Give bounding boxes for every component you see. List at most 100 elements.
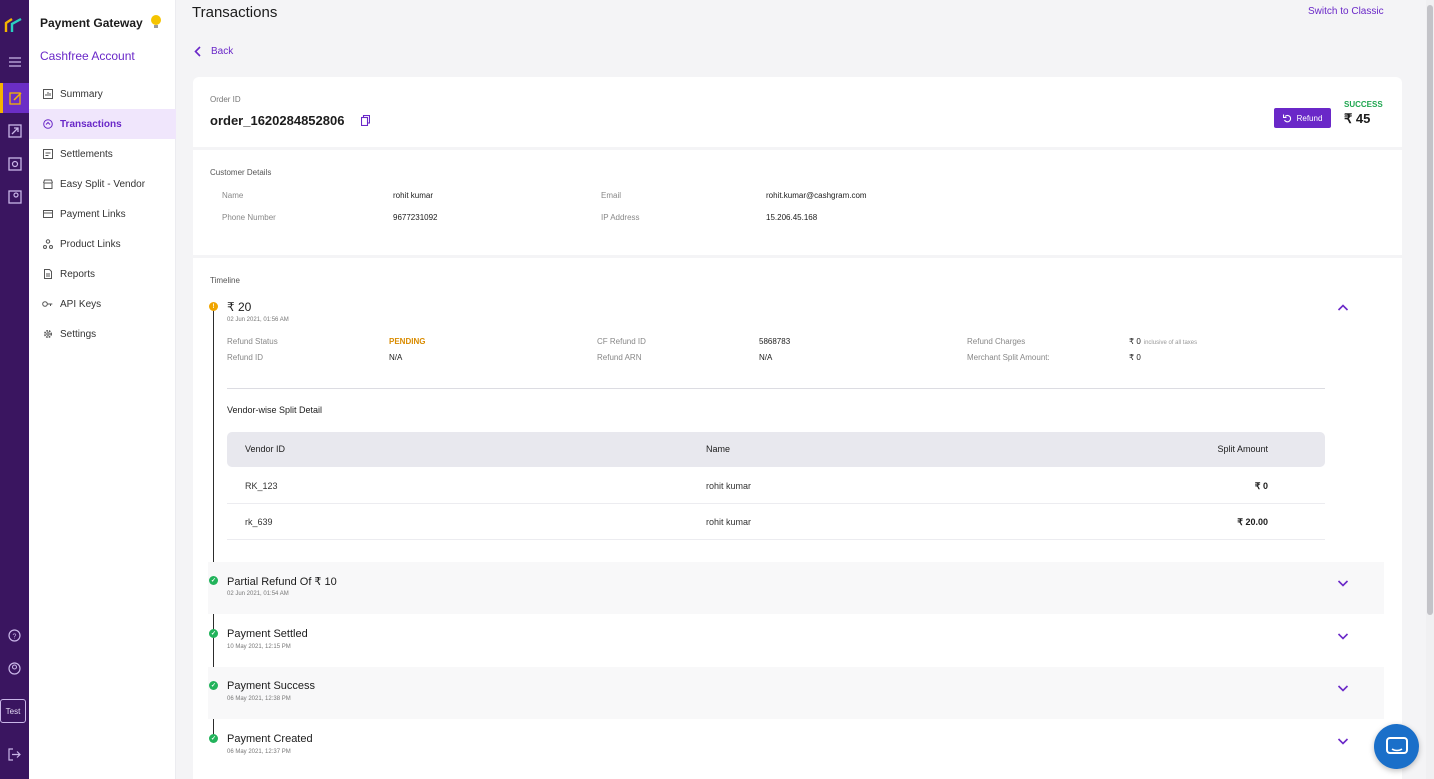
product-title: Payment Gateway: [40, 16, 143, 30]
sidebar-item-settings[interactable]: Settings: [29, 319, 176, 349]
event-date: 02 Jun 2021, 01:56 AM: [227, 317, 289, 323]
sidebar-item-api-keys[interactable]: API Keys: [29, 289, 176, 319]
page-title: Transactions: [192, 4, 278, 21]
payment-gateway-icon[interactable]: [0, 83, 29, 113]
vendor-split-title: Vendor-wise Split Detail: [227, 405, 323, 415]
pending-status-icon: !: [209, 302, 218, 311]
timeline-line: [213, 307, 214, 739]
refund-charges: ₹ 0 inclusive of all taxes: [1129, 337, 1197, 346]
sidebar-item-label: Settings: [60, 328, 97, 340]
sidebar-item-label: Settlements: [60, 148, 113, 160]
customer-name: rohit kumar: [393, 191, 434, 200]
sidebar-item-easy-split-vendor[interactable]: Easy Split - Vendor: [29, 169, 176, 199]
refund-id: N/A: [389, 353, 403, 362]
payouts-icon[interactable]: [0, 116, 29, 146]
profile-icon[interactable]: [0, 653, 29, 683]
sidebar-item-label: Transactions: [60, 118, 122, 130]
key-icon: [42, 299, 53, 310]
refund-arn-label: Refund ARN: [597, 353, 642, 362]
check-icon: ✓: [209, 681, 218, 690]
refund-button[interactable]: Refund: [1274, 108, 1331, 128]
chevron-left-icon: [194, 46, 201, 57]
sidebar-item-label: Easy Split - Vendor: [60, 178, 146, 190]
timeline-event-partial-refund[interactable]: [208, 562, 1384, 614]
sidebar-item-label: API Keys: [60, 298, 102, 310]
transactions-icon: [42, 119, 53, 130]
cf-refund-id-label: CF Refund ID: [597, 337, 646, 346]
back-button[interactable]: Back: [194, 46, 233, 57]
cashfree-logo-icon: [4, 17, 22, 32]
sidebar-item-label: Reports: [60, 268, 96, 280]
event-date: 06 May 2021, 12:38 PM: [227, 696, 291, 702]
store-icon: [42, 179, 53, 190]
check-icon: ✓: [209, 629, 218, 638]
column-header-split-amount: Split Amount: [1217, 444, 1268, 454]
sidebar-item-payment-links[interactable]: Payment Links: [29, 199, 176, 229]
split-amount: ₹ 0: [1254, 481, 1268, 491]
refund-label: Refund: [1296, 113, 1323, 123]
sidebar-item-settlements[interactable]: Settlements: [29, 139, 176, 169]
split-amount: ₹ 20.00: [1237, 517, 1268, 527]
event-title: Payment Success: [227, 680, 316, 692]
vendor-name: rohit kumar: [706, 481, 752, 491]
lightbulb-icon[interactable]: [150, 14, 162, 30]
scrollbar-thumb[interactable]: [1427, 5, 1433, 615]
order-id: order_1620284852806: [210, 113, 345, 128]
check-icon: ✓: [209, 734, 218, 743]
menu-icon[interactable]: [0, 47, 29, 77]
switch-to-classic-link[interactable]: Switch to Classic: [1308, 6, 1384, 17]
verification-icon[interactable]: [0, 149, 29, 179]
sidebar-item-reports[interactable]: Reports: [29, 259, 176, 289]
chevron-down-icon[interactable]: [1337, 577, 1349, 589]
divider: [227, 388, 1325, 389]
subscriptions-icon[interactable]: [0, 182, 29, 212]
ip-label: IP Address: [601, 213, 640, 222]
account-name[interactable]: Cashfree Account: [40, 49, 135, 63]
sidebar-item-label: Summary: [60, 88, 103, 100]
vendor-id: rk_639: [245, 517, 273, 527]
chevron-down-icon[interactable]: [1337, 682, 1349, 694]
sidebar-item-product-links[interactable]: Product Links: [29, 229, 176, 259]
sidebar-nav: Summary Transactions Settlements Easy Sp…: [29, 79, 176, 349]
column-header-vendor-id: Vendor ID: [245, 444, 286, 454]
logout-icon[interactable]: [0, 739, 29, 769]
copy-icon[interactable]: [361, 115, 370, 126]
chat-support-button[interactable]: [1374, 724, 1419, 769]
refund-charges-note: inclusive of all taxes: [1143, 340, 1198, 346]
environment-badge[interactable]: Test: [0, 699, 26, 723]
table-row: RK_123 rohit kumar ₹ 0: [227, 468, 1325, 504]
document-icon: [42, 269, 53, 280]
chevron-down-icon[interactable]: [1337, 630, 1349, 642]
gear-icon: [42, 329, 53, 340]
back-label: Back: [211, 46, 234, 57]
event-date: 02 Jun 2021, 01:54 AM: [227, 591, 289, 597]
section-title: Timeline: [210, 276, 240, 285]
undo-icon: [1282, 114, 1291, 122]
merchant-split-label: Merchant Split Amount:: [967, 353, 1050, 362]
event-title[interactable]: Payment Created: [227, 733, 313, 745]
status-badge: SUCCESS: [1344, 100, 1383, 109]
column-header-name: Name: [706, 444, 731, 454]
help-icon[interactable]: ?: [0, 620, 29, 650]
email-label: Email: [601, 191, 622, 200]
chevron-down-icon[interactable]: [1337, 735, 1349, 747]
refund-status: PENDING: [389, 337, 426, 346]
timeline-card: Timeline ! ₹ 20 02 Jun 2021, 01:56 AM Re…: [193, 258, 1402, 779]
sidebar-item-label: Product Links: [60, 238, 121, 250]
scrollbar[interactable]: [1426, 0, 1434, 779]
vendor-table-header: Vendor ID Name Split Amount: [227, 432, 1325, 467]
refund-id-label: Refund ID: [227, 353, 264, 362]
refund-charges-label: Refund Charges: [967, 337, 1026, 346]
sidebar-item-summary[interactable]: Summary: [29, 79, 176, 109]
settlements-icon: [42, 149, 53, 160]
product-links-icon: [42, 239, 53, 250]
timeline-event-payment-success[interactable]: [208, 667, 1384, 719]
customer-email: rohit.kumar@cashgram.com: [766, 191, 867, 200]
chart-icon: [42, 89, 53, 100]
chevron-up-icon[interactable]: [1337, 302, 1349, 314]
sidebar-item-transactions[interactable]: Transactions: [29, 109, 176, 139]
event-title: Partial Refund Of ₹ 10: [227, 576, 337, 588]
event-title[interactable]: Payment Settled: [227, 628, 308, 640]
name-label: Name: [222, 191, 244, 200]
icon-rail: ? Test: [0, 0, 29, 779]
